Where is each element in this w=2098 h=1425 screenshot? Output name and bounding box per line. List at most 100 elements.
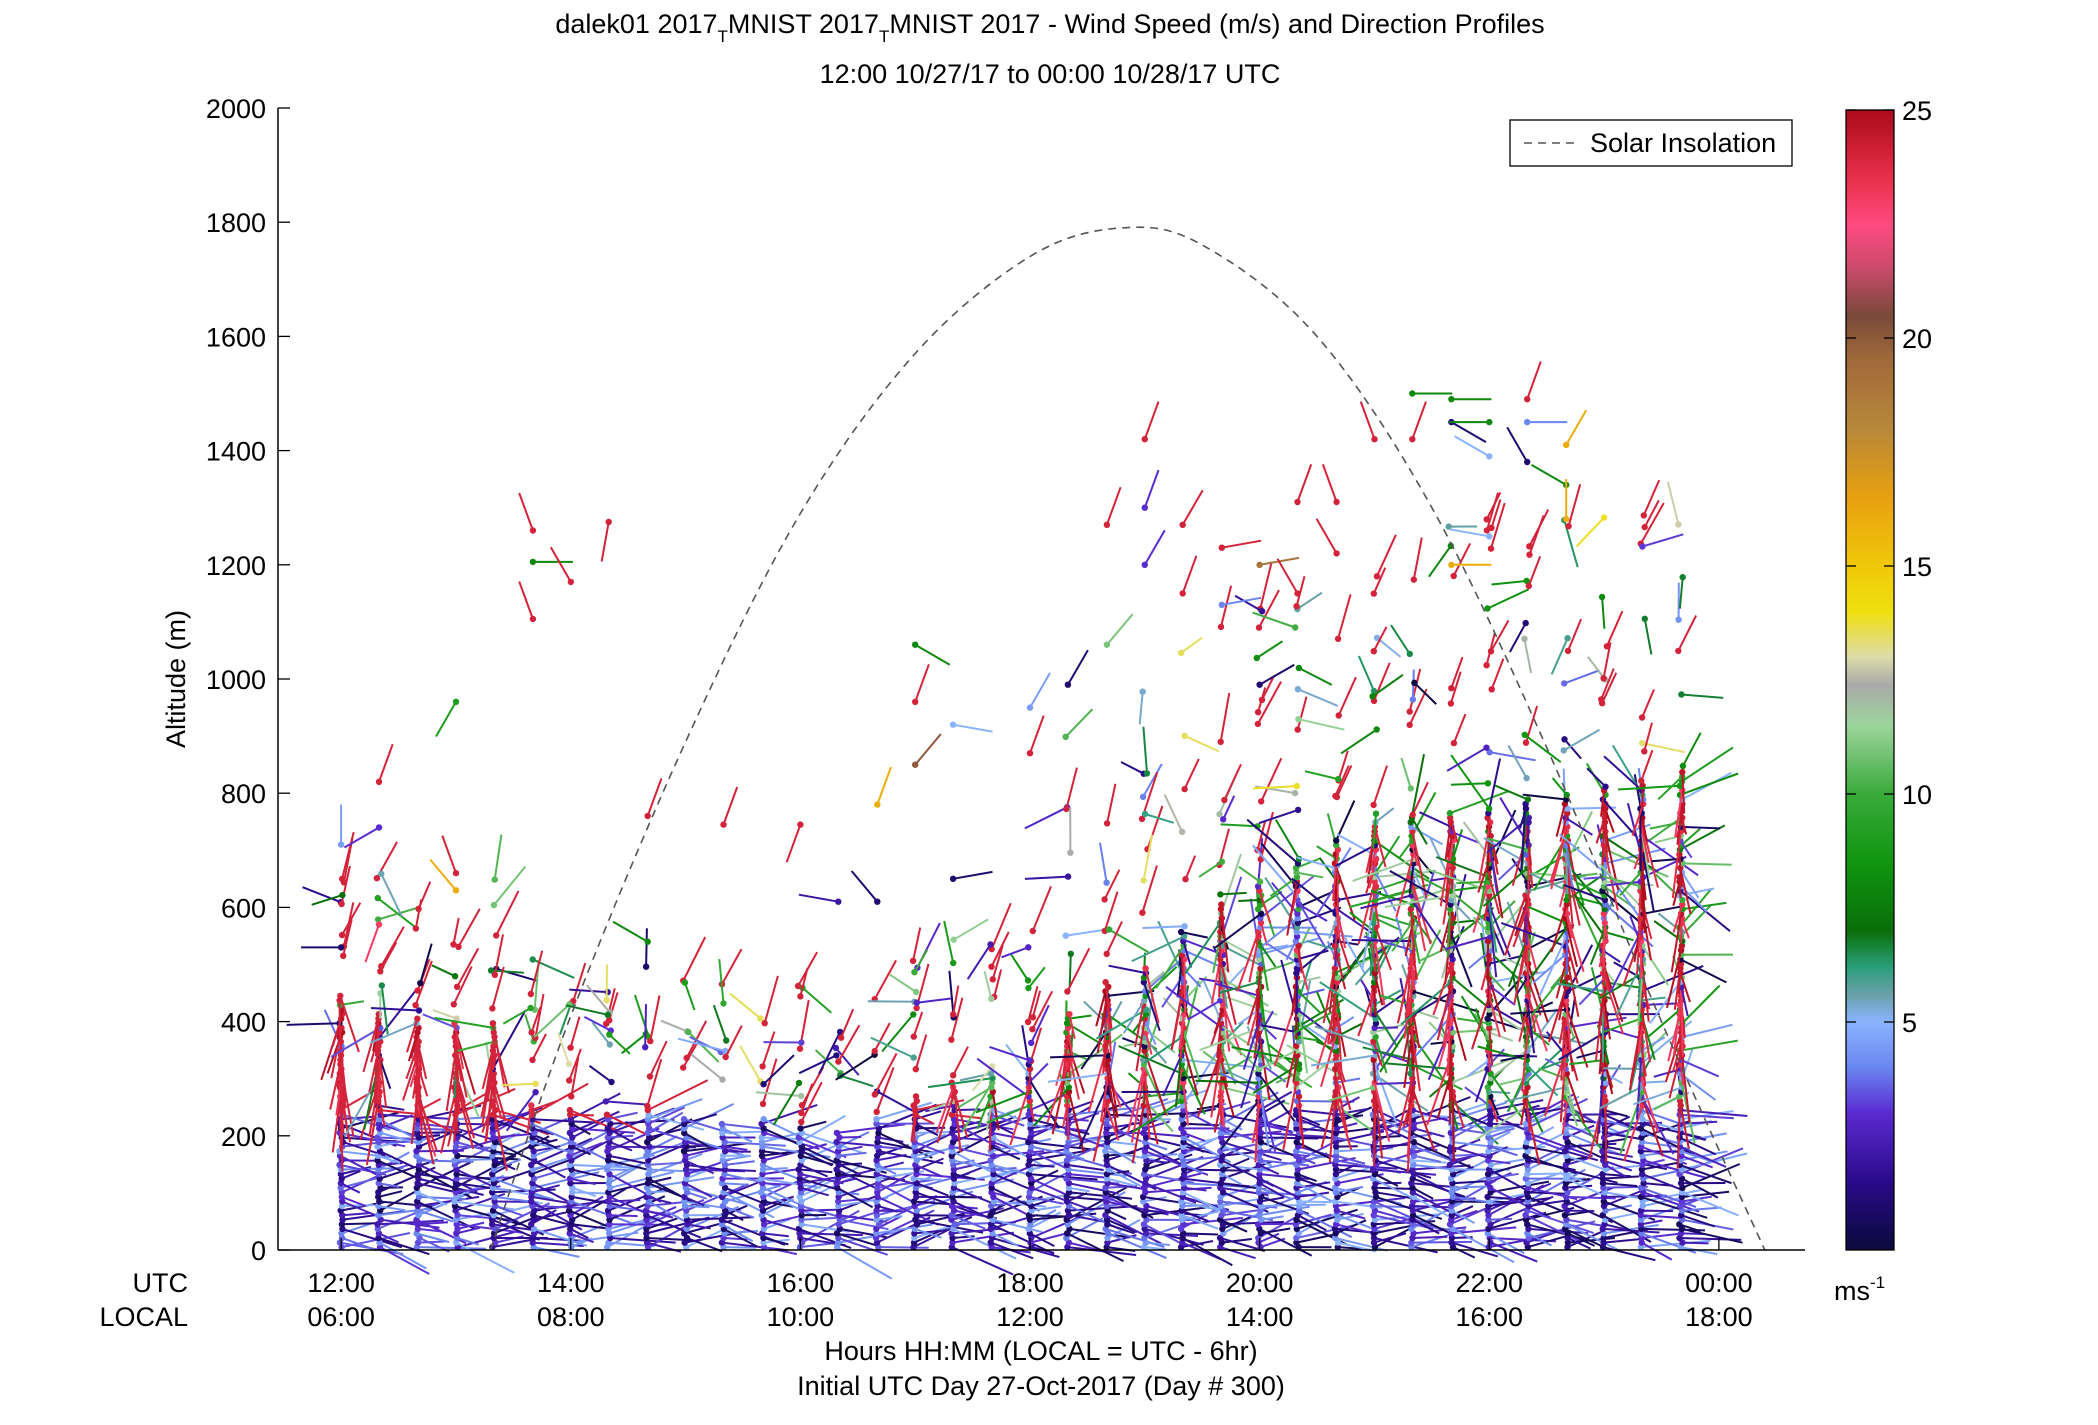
wind-barb <box>1334 1059 1342 1081</box>
wind-barb <box>1410 1063 1463 1091</box>
wind-barb <box>1672 1004 1681 1056</box>
wind-point <box>1103 1157 1110 1164</box>
wind-barb <box>1389 870 1452 906</box>
wind-point <box>950 936 957 943</box>
wind-barb <box>1617 784 1680 791</box>
wind-barb <box>1680 958 1727 984</box>
wind-point <box>1256 561 1263 568</box>
wind-barb <box>1565 1157 1588 1166</box>
wind-barb <box>760 1191 820 1219</box>
wind-barb <box>1105 1105 1120 1141</box>
wind-point <box>1180 1134 1188 1141</box>
wind-barb <box>1259 1196 1285 1203</box>
wind-barb <box>799 1177 837 1191</box>
wind-barb <box>913 949 929 973</box>
wind-barb <box>1602 835 1659 873</box>
wind-point <box>1256 878 1264 885</box>
wind-barb <box>1521 1023 1530 1092</box>
wind-point <box>529 615 537 623</box>
wind-point <box>606 1041 613 1048</box>
wind-point <box>1638 714 1646 721</box>
wind-barb <box>457 908 481 948</box>
wind-barb <box>1677 615 1697 652</box>
wind-point <box>721 1170 728 1178</box>
wind-barb <box>1653 1095 1680 1111</box>
wind-barb <box>1425 867 1490 892</box>
wind-point <box>949 875 957 882</box>
wind-barb <box>1144 813 1174 824</box>
wind-barb <box>799 1114 846 1143</box>
wind-barb <box>1567 1209 1595 1213</box>
wind-barb <box>1363 935 1413 952</box>
wind-barb <box>1260 1150 1309 1158</box>
wind-barb <box>1412 537 1423 580</box>
wind-barb <box>876 766 892 805</box>
wind-point <box>721 1198 729 1205</box>
wind-point <box>909 957 917 964</box>
wind-barb <box>1678 877 1682 899</box>
wind-barb <box>1569 1058 1606 1066</box>
wind-barb <box>1374 1173 1399 1187</box>
wind-point <box>1526 551 1533 558</box>
wind-barb <box>1526 1232 1552 1247</box>
wind-barb <box>1335 844 1376 867</box>
wind-barb <box>530 1006 542 1033</box>
wind-barb <box>785 824 802 863</box>
wind-point <box>758 1148 766 1155</box>
wind-barb <box>1374 927 1392 971</box>
wind-barb <box>915 1113 935 1125</box>
wind-barb <box>685 1186 749 1206</box>
wind-point <box>1139 793 1147 800</box>
wind-barb <box>1527 1234 1568 1249</box>
wind-barb <box>1490 658 1505 690</box>
wind-barb <box>877 1195 940 1226</box>
wind-point <box>1487 545 1495 552</box>
wind-point <box>1139 688 1146 695</box>
wind-barb <box>1609 931 1642 994</box>
wind-barb <box>1296 949 1329 961</box>
wind-barb <box>609 1195 649 1215</box>
wind-barb <box>1526 945 1530 996</box>
wind-point <box>1293 1152 1300 1160</box>
wind-barb <box>1640 1077 1659 1133</box>
wind-barb <box>569 1228 589 1240</box>
wind-barb <box>453 1036 458 1080</box>
wind-point <box>1373 634 1381 641</box>
wind-barb <box>914 643 951 666</box>
wind-barb <box>1296 696 1308 730</box>
wind-barb <box>1258 1186 1294 1201</box>
wind-barb <box>1598 863 1645 910</box>
wind-barb <box>610 1119 675 1125</box>
wind-barb <box>1142 925 1185 929</box>
wind-barb <box>1681 872 1700 899</box>
wind-barb <box>1028 1068 1031 1095</box>
wind-point <box>1139 909 1146 916</box>
wind-barb <box>647 1217 700 1248</box>
wind-barb <box>950 997 964 1040</box>
wind-point <box>1258 696 1266 704</box>
wind-barb <box>876 1164 897 1175</box>
wind-barb <box>1298 1014 1309 1074</box>
wind-barb <box>647 1079 709 1111</box>
wind-point <box>1599 1180 1607 1187</box>
wind-barb <box>1449 931 1473 988</box>
wind-barb <box>1184 922 1221 975</box>
wind-barb <box>1106 613 1134 646</box>
wind-barb <box>1223 763 1242 801</box>
wind-barb <box>1222 1077 1235 1117</box>
wind-barb <box>1285 940 1297 961</box>
wind-barb <box>991 1091 1000 1131</box>
wind-barb <box>1373 1009 1399 1048</box>
wind-barb <box>1024 875 1069 880</box>
wind-barb <box>1670 913 1683 973</box>
wind-point <box>1103 820 1111 827</box>
wind-point <box>1373 573 1381 580</box>
wind-point <box>913 1004 920 1012</box>
wind-point <box>1679 1239 1686 1246</box>
wind-barb <box>873 1022 891 1052</box>
wind-barb <box>1258 1222 1296 1226</box>
wind-point <box>1216 810 1223 818</box>
wind-barb <box>1411 831 1428 899</box>
wind-barb <box>686 1163 726 1171</box>
wind-point <box>1221 796 1228 804</box>
